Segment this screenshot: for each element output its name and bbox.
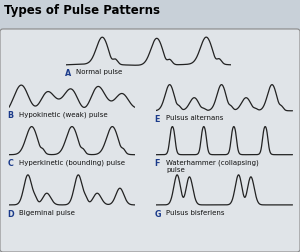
Text: E: E <box>154 115 160 124</box>
Text: A: A <box>64 69 71 78</box>
Text: Pulsus alternans: Pulsus alternans <box>166 115 223 121</box>
Text: Pulsus bisferiens: Pulsus bisferiens <box>166 210 224 216</box>
Text: Bigeminal pulse: Bigeminal pulse <box>19 210 75 216</box>
Text: B: B <box>8 111 14 120</box>
Text: F: F <box>154 159 160 168</box>
Text: Types of Pulse Patterns: Types of Pulse Patterns <box>4 4 160 17</box>
Text: C: C <box>8 159 14 168</box>
Text: Normal pulse: Normal pulse <box>76 69 122 75</box>
Text: G: G <box>154 210 161 219</box>
Text: Waterhammer (collapsing)
pulse: Waterhammer (collapsing) pulse <box>166 159 259 173</box>
FancyBboxPatch shape <box>0 29 300 252</box>
Text: Hyperkinetic (bounding) pulse: Hyperkinetic (bounding) pulse <box>19 159 125 166</box>
Text: Hypokinetic (weak) pulse: Hypokinetic (weak) pulse <box>19 111 107 118</box>
Text: D: D <box>8 210 14 219</box>
